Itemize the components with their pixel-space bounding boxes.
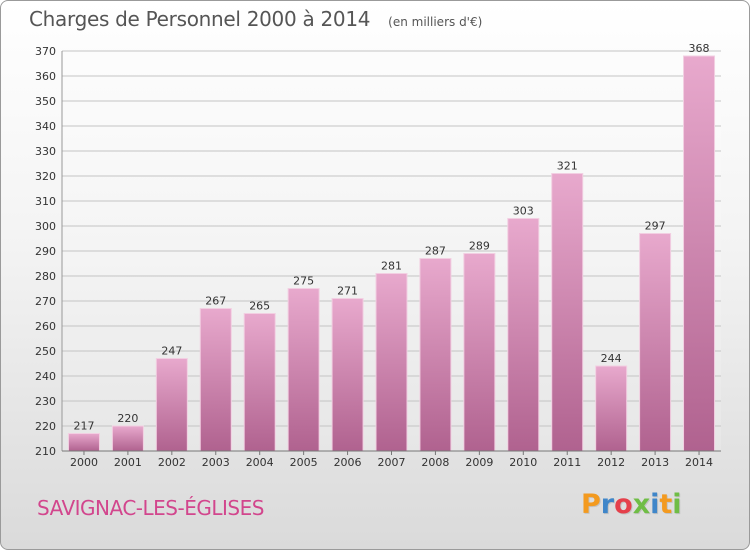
x-tick-label: 2001 [114, 456, 142, 469]
y-tick-label: 370 [35, 45, 56, 58]
data-label: 267 [205, 295, 226, 308]
bar [243, 313, 276, 452]
bar [375, 273, 408, 452]
commune-name: SAVIGNAC-LES-ÉGLISES [37, 496, 264, 520]
data-label: 281 [381, 260, 402, 273]
y-tick-label: 290 [35, 245, 56, 258]
x-tick-label: 2002 [158, 456, 186, 469]
bar [683, 55, 716, 452]
data-label: 244 [601, 352, 622, 365]
y-tick-label: 260 [35, 320, 56, 333]
y-tick-label: 340 [35, 120, 56, 133]
logo-letter: r [600, 489, 615, 520]
logo-letter: o [614, 489, 633, 520]
data-label: 287 [425, 245, 446, 258]
y-tick-label: 210 [35, 445, 56, 458]
bar [419, 258, 452, 452]
bar [507, 218, 540, 452]
y-tick-label: 310 [35, 195, 56, 208]
bar [67, 433, 100, 452]
bar [111, 425, 144, 452]
bar [463, 253, 496, 452]
x-tick-label: 2007 [378, 456, 406, 469]
y-tick-label: 230 [35, 395, 56, 408]
bar [331, 298, 364, 452]
y-tick-label: 220 [35, 420, 56, 433]
x-tick-label: 2012 [597, 456, 625, 469]
y-tick-label: 360 [35, 70, 56, 83]
bar [639, 233, 672, 452]
logo-letter: i [672, 489, 682, 520]
y-tick-label: 320 [35, 170, 56, 183]
x-tick-label: 2006 [334, 456, 362, 469]
data-label: 247 [161, 345, 182, 358]
bar [199, 308, 232, 452]
y-tick-label: 350 [35, 95, 56, 108]
data-label: 217 [73, 420, 94, 433]
title-row: Charges de Personnel 2000 à 2014 (en mil… [29, 7, 482, 31]
x-tick-label: 2011 [553, 456, 581, 469]
logo-letter: x [632, 489, 651, 520]
logo-letter: P [581, 489, 601, 520]
bar [287, 288, 320, 452]
x-tick-label: 2014 [685, 456, 713, 469]
x-tick-label: 2009 [465, 456, 493, 469]
x-tick-label: 2008 [421, 456, 449, 469]
x-tick-label: 2000 [70, 456, 98, 469]
x-tick-label: 2010 [509, 456, 537, 469]
data-label: 297 [645, 220, 666, 233]
data-label: 271 [337, 285, 358, 298]
y-tick-label: 280 [35, 270, 56, 283]
y-tick-label: 240 [35, 370, 56, 383]
data-label: 321 [557, 160, 578, 173]
bar [551, 173, 584, 452]
logo-letter: i [650, 489, 660, 520]
bar [155, 358, 188, 452]
data-label: 275 [293, 275, 314, 288]
data-label: 368 [689, 42, 710, 55]
chart-title: Charges de Personnel 2000 à 2014 [29, 7, 371, 31]
y-tick-label: 300 [35, 220, 56, 233]
x-tick-label: 2003 [202, 456, 230, 469]
y-tick-label: 270 [35, 295, 56, 308]
data-label: 303 [513, 205, 534, 218]
data-label: 265 [249, 300, 270, 313]
y-tick-label: 330 [35, 145, 56, 158]
x-tick-label: 2004 [246, 456, 274, 469]
y-tick-label: 250 [35, 345, 56, 358]
logo-letter: t [659, 489, 673, 520]
data-label: 289 [469, 240, 490, 253]
bar [595, 365, 628, 452]
x-tick-label: 2013 [641, 456, 669, 469]
x-tick-label: 2005 [290, 456, 318, 469]
data-label: 220 [117, 412, 138, 425]
chart-subtitle: (en milliers d'€) [388, 15, 483, 29]
